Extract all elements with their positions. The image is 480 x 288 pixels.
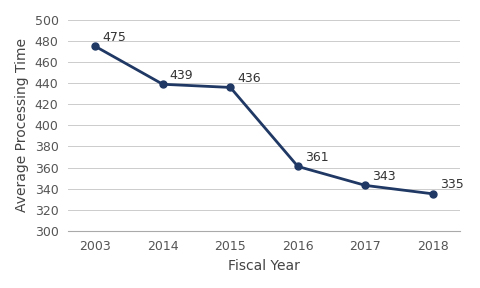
Text: 335: 335	[440, 178, 464, 191]
Text: 361: 361	[305, 151, 328, 164]
Text: 436: 436	[237, 72, 261, 85]
X-axis label: Fiscal Year: Fiscal Year	[228, 259, 300, 273]
Y-axis label: Average Processing Time: Average Processing Time	[15, 38, 29, 212]
Text: 439: 439	[170, 69, 193, 82]
Text: 475: 475	[102, 31, 126, 44]
Text: 343: 343	[372, 170, 396, 183]
